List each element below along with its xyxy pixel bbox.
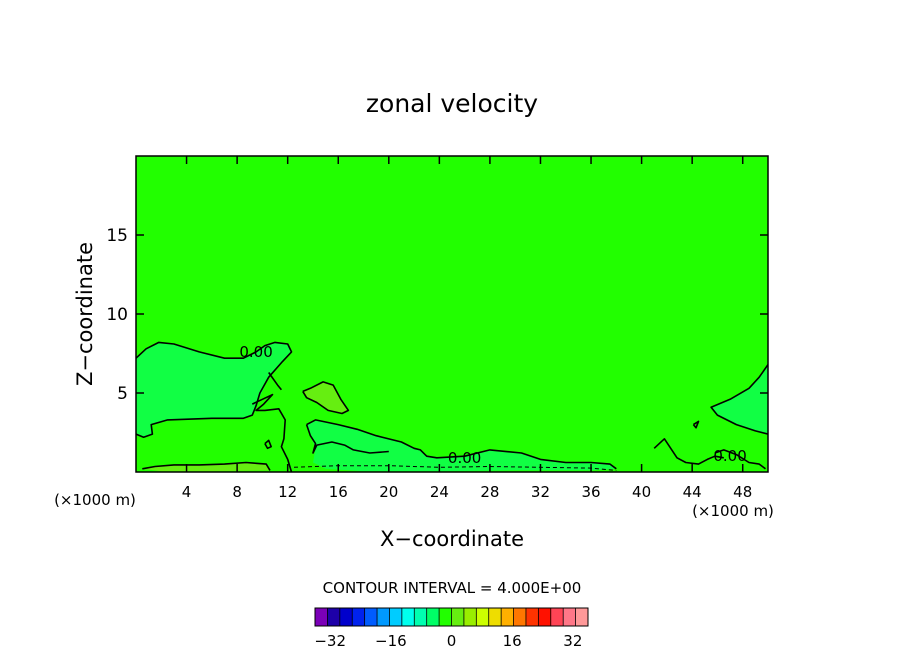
colorbar-swatch — [575, 608, 589, 626]
x-tick-label: 44 — [683, 483, 702, 501]
colorbar-tick-label: 16 — [503, 632, 522, 650]
colorbar-swatch — [513, 608, 527, 626]
x-unit-right: (×1000 m) — [692, 502, 774, 520]
colorbar-swatch — [352, 608, 365, 626]
contour-interval-text: CONTOUR INTERVAL = 4.000E+00 — [323, 579, 582, 597]
contour-line-8 — [714, 449, 766, 470]
colorbar-tick-label: −32 — [314, 632, 346, 650]
contour-region-2 — [306, 419, 617, 472]
colorbar-swatch — [538, 608, 552, 626]
y-tick-label: 5 — [117, 384, 128, 404]
colorbar-swatch — [414, 608, 427, 626]
x-tick-label: 32 — [531, 483, 550, 501]
colorbar-swatch — [463, 608, 477, 626]
y-tick-label: 10 — [106, 305, 128, 325]
colorbar-swatch — [563, 608, 576, 626]
colorbar-swatch — [439, 608, 452, 626]
contour-label-0: 0.00 — [239, 343, 272, 361]
contour-line-5 — [710, 364, 768, 435]
colorbar-swatch — [327, 608, 341, 626]
colorbar-tick-label: −16 — [375, 632, 407, 650]
contour-line-10 — [264, 439, 273, 450]
x-axis-label: X−coordinate — [380, 527, 524, 551]
plot-area — [136, 156, 768, 472]
colorbar-swatch — [501, 608, 514, 626]
contour-line-9 — [302, 381, 350, 415]
x-tick-label: 20 — [379, 483, 398, 501]
contour-line-4 — [305, 424, 389, 454]
contour-line-3 — [306, 419, 617, 470]
x-tick-label: 28 — [480, 483, 499, 501]
colorbar: −32 −16 0 16 32 — [314, 607, 589, 650]
x-tick-label: 4 — [182, 483, 192, 501]
colorbar-swatch — [315, 608, 328, 626]
contour-label-2: 0.00 — [713, 447, 746, 465]
contour-label-1: 0.00 — [448, 449, 481, 467]
x-tick-label: 12 — [278, 483, 297, 501]
contour-line-2 — [251, 393, 293, 472]
colorbar-swatch — [476, 608, 490, 626]
x-tick-label: 16 — [329, 483, 348, 501]
colorbar-tick-label: 32 — [563, 632, 582, 650]
chart-title: zonal velocity — [366, 89, 538, 118]
colorbar-swatch — [377, 608, 390, 626]
contour-line-0 — [136, 341, 293, 439]
colorbar-swatch — [401, 608, 415, 626]
field-background — [136, 156, 768, 472]
contour-line-7 — [692, 420, 700, 429]
colorbar-swatch — [451, 608, 465, 626]
contour-region-3 — [302, 381, 349, 414]
x-tick-label: 8 — [232, 483, 242, 501]
colorbar-swatch — [339, 608, 353, 626]
colorbar-swatch — [426, 608, 440, 626]
x-tick-label: 48 — [733, 483, 752, 501]
x-tick-label: 40 — [632, 483, 651, 501]
colorbar-swatch — [364, 608, 378, 626]
contour-line-1 — [268, 372, 283, 391]
x-tick-label: 36 — [581, 483, 600, 501]
x-tick-label: 24 — [430, 483, 449, 501]
contour-line-12 — [293, 465, 617, 471]
x-unit-left: (×1000 m) — [54, 491, 136, 509]
contour-line-11 — [142, 461, 271, 471]
colorbar-frame — [314, 607, 589, 627]
colorbar-swatch — [389, 608, 403, 626]
colorbar-swatch — [525, 608, 539, 626]
y-tick-label: 15 — [106, 226, 128, 246]
contour-region-4 — [142, 462, 270, 472]
y-axis-label: Z−coordinate — [73, 242, 97, 386]
contour-line-6 — [653, 437, 724, 465]
colorbar-swatch — [550, 608, 564, 626]
colorbar-swatch — [488, 608, 502, 626]
contour-region-1 — [711, 364, 768, 435]
colorbar-tick-label: 0 — [447, 632, 457, 650]
